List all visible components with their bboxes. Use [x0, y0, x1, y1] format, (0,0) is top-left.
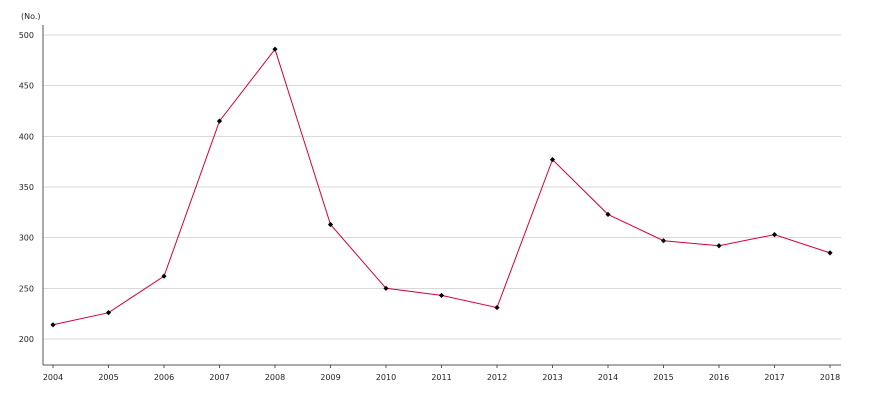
- x-tick-label-2012: 2012: [487, 373, 507, 382]
- x-tick-label-2006: 2006: [154, 373, 174, 382]
- data-point-2013: [549, 157, 556, 163]
- data-point-2010: [383, 285, 389, 291]
- data-point-2016: [716, 243, 722, 249]
- y-tick-label-250: 250: [19, 284, 34, 293]
- x-tick-label-2007: 2007: [209, 373, 229, 382]
- data-point-2017: [771, 232, 778, 238]
- y-tick-label-200: 200: [19, 335, 34, 344]
- x-tick-label-2017: 2017: [764, 373, 784, 382]
- data-point-2005: [105, 310, 112, 316]
- data-point-2008: [272, 46, 278, 52]
- data-point-2015: [660, 238, 667, 244]
- x-tick-label-2016: 2016: [709, 373, 729, 382]
- x-tick-label-2018: 2018: [820, 373, 840, 382]
- y-tick-label-400: 400: [19, 132, 34, 141]
- gridlines: [43, 34, 841, 340]
- y-tick-label-500: 500: [19, 31, 34, 40]
- x-tick-label-2011: 2011: [431, 373, 451, 382]
- x-tick-labels: 2004 2005 2006 2007 2008 2009 2010 2011 2012 2013…: [43, 365, 840, 382]
- x-tick-label-2013: 2013: [542, 373, 562, 382]
- data-point-2011: [438, 292, 445, 299]
- data-point-2004: [50, 322, 56, 328]
- data-point-2012: [494, 304, 500, 311]
- axes: (No.): [21, 12, 841, 366]
- data-markers: [50, 46, 833, 328]
- y-tick-label-300: 300: [19, 234, 34, 243]
- data-point-2014: [605, 211, 611, 217]
- data-point-2018: [827, 250, 833, 256]
- x-tick-label-2014: 2014: [598, 373, 618, 382]
- y-tick-label-450: 450: [19, 82, 34, 91]
- x-tick-label-2005: 2005: [98, 373, 118, 382]
- x-tick-label-2004: 2004: [43, 373, 63, 382]
- y-axis-unit-label: (No.): [21, 12, 41, 21]
- data-point-2009: [327, 221, 334, 228]
- x-tick-label-2015: 2015: [653, 373, 673, 382]
- x-tick-label-2008: 2008: [265, 373, 285, 382]
- x-tick-label-2009: 2009: [320, 373, 340, 382]
- y-tick-label-350: 350: [19, 183, 34, 192]
- data-point-2007: [216, 118, 223, 124]
- x-tick-label-2010: 2010: [376, 373, 396, 382]
- y-tick-labels: 200 250 300 350 400 450 500: [19, 31, 34, 344]
- data-point-2006: [161, 273, 167, 279]
